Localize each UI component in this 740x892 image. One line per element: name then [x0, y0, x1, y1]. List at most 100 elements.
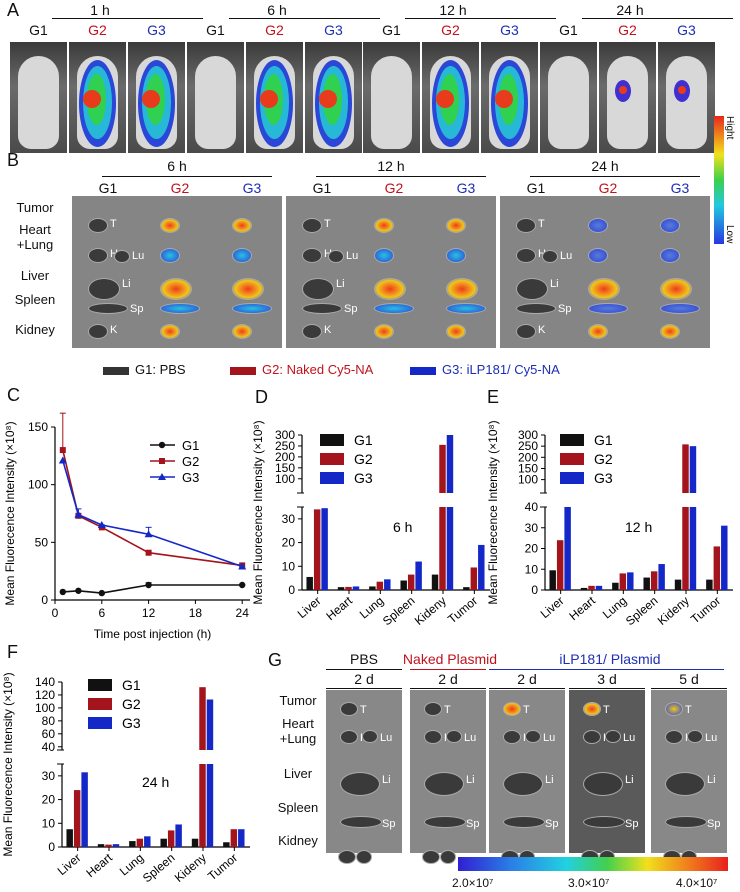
group-label-b: G2 [598, 180, 618, 196]
bar-G2-Kideny [199, 764, 206, 847]
time-line-a-3 [582, 18, 733, 19]
mouse-body [136, 56, 177, 149]
organ-K [516, 324, 536, 339]
organ-T [660, 218, 680, 233]
heat-red [678, 86, 686, 94]
y-tick-label: 300 [518, 428, 538, 442]
heat-red [436, 90, 454, 108]
y-tick-label: 120 [35, 688, 55, 702]
bar-G2-Kideny [439, 507, 446, 590]
day-line [569, 688, 645, 689]
bar-G2-Tumor [713, 546, 721, 590]
organ-photo: THLiSpKLu [72, 196, 282, 348]
bar-G2-Lung [619, 573, 627, 590]
mouse-body [489, 56, 530, 149]
x-tick-label: Heart [566, 593, 598, 623]
bar-G1-Liver [306, 576, 313, 590]
organ-abbr-Sp: Sp [545, 818, 559, 830]
organ-abbr-Li: Li [382, 774, 391, 786]
x-tick-label: 12 [142, 606, 156, 620]
data-point-G2 [59, 447, 66, 454]
bar-G3-Tumor [238, 829, 245, 847]
bar-upper-G3-Kideny [206, 699, 214, 750]
data-point-G3 [58, 456, 67, 464]
y-tick-label: 40 [525, 500, 539, 514]
mouse-body [371, 56, 412, 149]
mouse-body [313, 56, 354, 149]
bar-G1-Liver [549, 570, 556, 590]
organ-Sp [160, 303, 200, 314]
series-line-G2 [62, 449, 243, 567]
organ-T [583, 702, 601, 716]
chart-annotation: 12 h [625, 519, 652, 535]
organ-T [302, 218, 322, 233]
organ-K2 [440, 850, 456, 864]
legend-label-G3: G3 [354, 470, 373, 486]
x-tick-label: Heart [83, 850, 115, 880]
bar-upper-G2-Kideny [439, 444, 446, 493]
organ-abbr-Lu: Lu [132, 250, 145, 262]
bar-G3-Kideny [446, 507, 454, 590]
bar-G1-Lung [129, 841, 136, 847]
heat-red [495, 90, 513, 108]
bar-G3-Tumor [478, 544, 485, 590]
scale-low-label: Low [724, 225, 735, 244]
y-tick-label: 100 [35, 701, 55, 715]
group-label-b: G1 [526, 180, 546, 196]
data-point-G3 [97, 521, 106, 529]
organ-abbr-T: T [444, 704, 451, 716]
legend-swatch-G3 [88, 717, 112, 729]
organ-abbr-Sp: Sp [625, 818, 639, 830]
organ-H [160, 248, 180, 263]
organ-Li [302, 278, 334, 300]
y-tick-label: 10 [282, 559, 296, 573]
data-point-G1 [59, 588, 66, 596]
heat-red [83, 90, 101, 108]
mouse-image [363, 42, 420, 153]
group-label-a: G1 [206, 22, 225, 38]
mouse-image [481, 42, 538, 153]
organ-abbr-T: T [538, 218, 545, 230]
mouse-image [422, 42, 479, 153]
organ-side-label-tumor: Tumor [16, 200, 54, 215]
organ-side-label-heart_lung: Heart +Lung [16, 222, 54, 252]
organ-Li [88, 278, 120, 300]
organ-H [340, 730, 358, 744]
organ-T [340, 702, 358, 716]
organ-side-label-spleen: Spleen [277, 800, 319, 815]
organ-Li [588, 278, 620, 300]
header-ilp181-plasmid: iLP181/ Plasmid [559, 651, 661, 667]
legend-label-G2: G2 [594, 451, 613, 467]
organ-abbr-Lu: Lu [705, 732, 718, 744]
bar-G3-Lung [627, 572, 634, 590]
x-tick-label: Heart [323, 593, 355, 623]
y-tick-label: 40 [42, 740, 56, 754]
x-tick-label: Liver [538, 594, 567, 621]
organ-K [446, 324, 466, 339]
data-point-G3 [238, 562, 247, 570]
x-tick-label: 24 [236, 606, 250, 620]
organ-H [88, 248, 108, 263]
organ-abbr-Li: Li [545, 774, 554, 786]
x-tick-label: 6 [98, 606, 105, 620]
time-label-a-1: 6 h [267, 2, 287, 18]
legend-swatch-G2 [560, 453, 584, 465]
bar-G2-Spleen [407, 574, 415, 590]
bar-G3-Spleen [415, 561, 422, 590]
organ-Sp [583, 816, 625, 828]
organ-photo: THLiSpKLu [326, 690, 402, 864]
bar-G3-Lung [384, 579, 391, 590]
bar-G1-Heart [97, 844, 105, 847]
organ-T [446, 218, 466, 233]
organ-H [374, 248, 394, 263]
group-label-a: G3 [324, 22, 343, 38]
organ-Sp [232, 303, 272, 314]
y-tick-label: 200 [275, 450, 295, 464]
panel-label-c: C [7, 385, 20, 405]
organ-H [424, 730, 442, 744]
organ-K [232, 324, 252, 339]
organ-K [422, 850, 440, 864]
bar-G1-Spleen [400, 580, 407, 590]
bar-G2-Heart [105, 844, 112, 847]
